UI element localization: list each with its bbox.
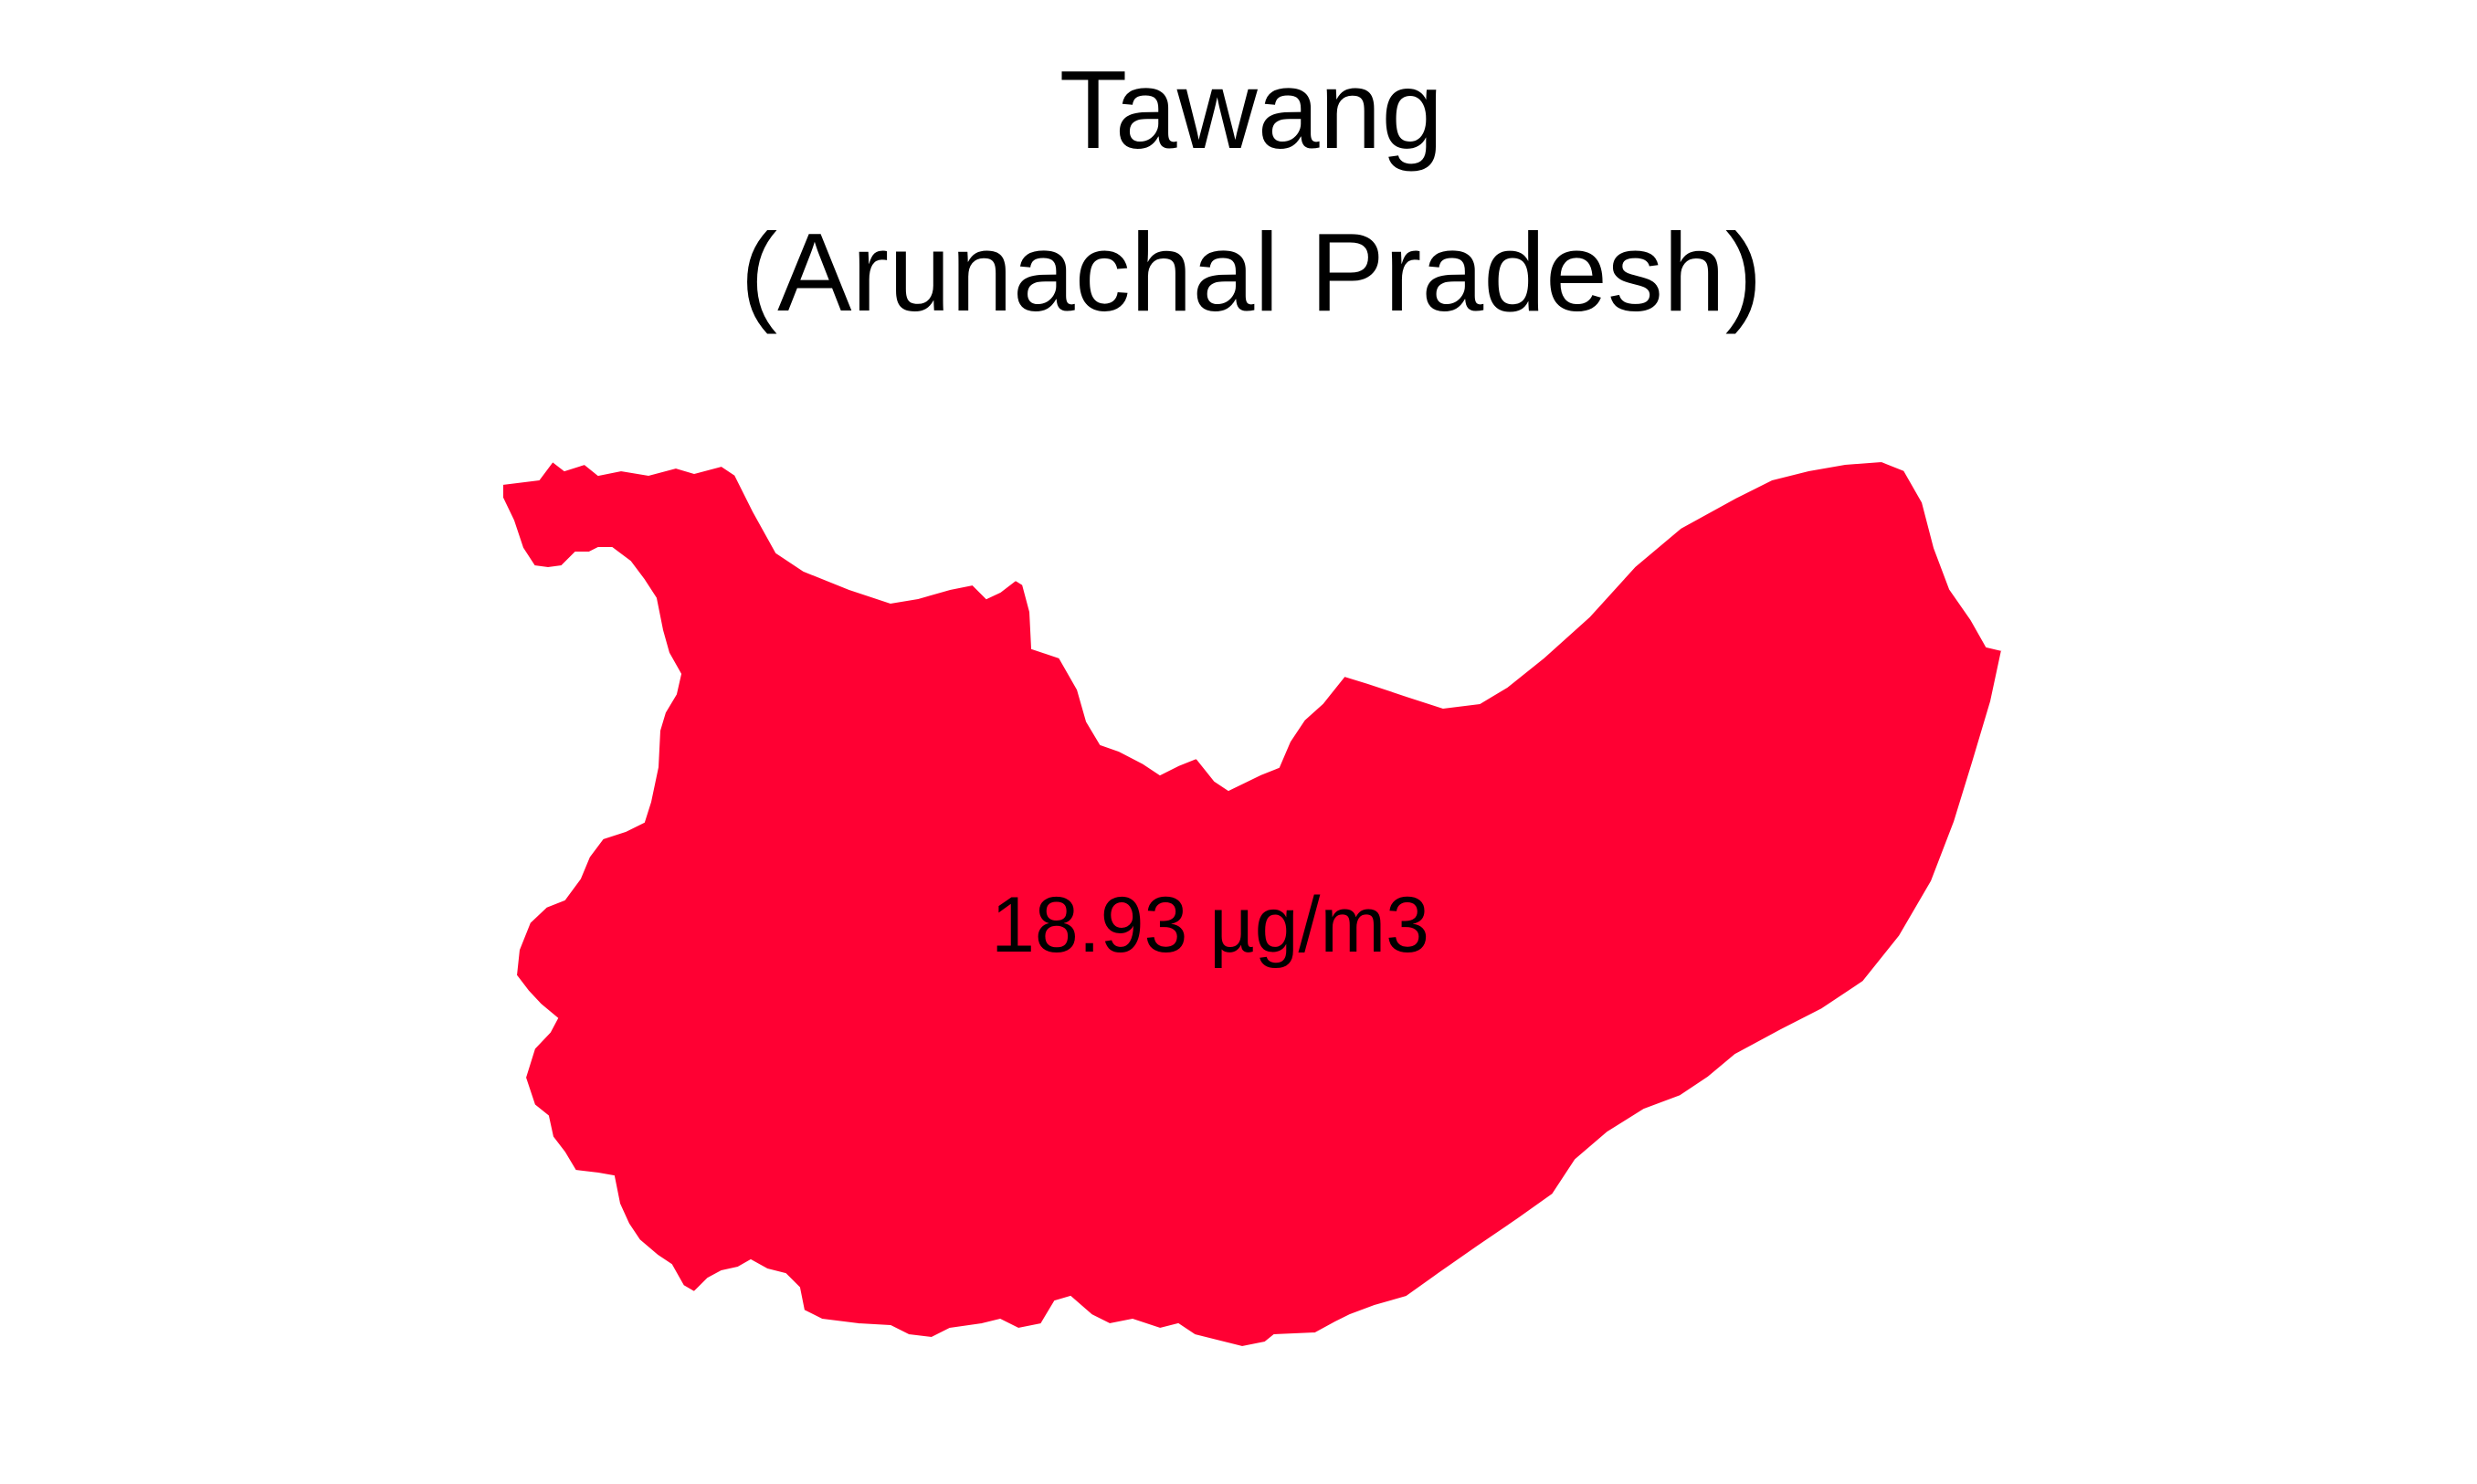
map-title-state: (Arunachal Pradesh) xyxy=(741,210,1763,334)
map-title-district: Tawang xyxy=(1059,47,1444,172)
region-value-label: 18.93 µg/m3 xyxy=(991,881,1429,969)
tawang-district-shape xyxy=(501,459,2004,1349)
